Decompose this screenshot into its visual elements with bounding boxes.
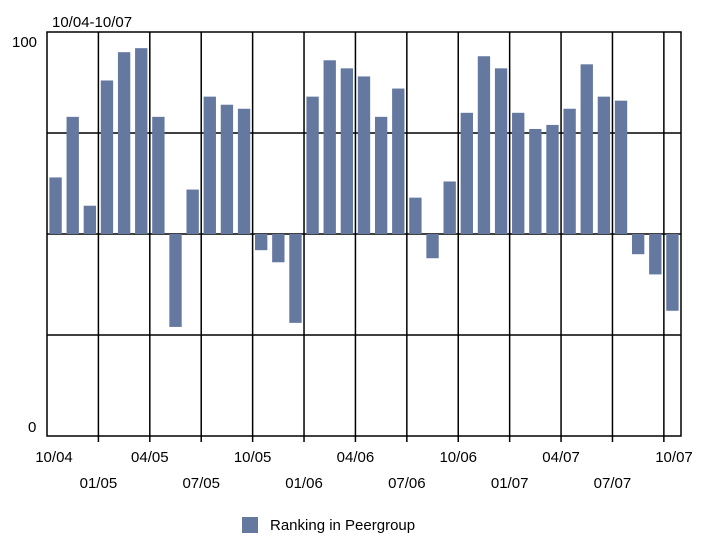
bar-28 xyxy=(529,128,542,234)
bar-34 xyxy=(631,234,645,255)
bar-1 xyxy=(66,116,79,234)
x-tick-label-top-6: 10/07 xyxy=(655,449,693,466)
bar-12 xyxy=(255,234,268,251)
bar-18 xyxy=(357,76,371,234)
bar-20 xyxy=(392,88,405,234)
x-tick-label-bottom-0: 01/05 xyxy=(80,475,118,492)
x-tick-label-bottom-2: 01/06 xyxy=(285,475,323,492)
bar-35 xyxy=(649,234,662,275)
bar-2 xyxy=(83,205,97,234)
bar-11 xyxy=(237,108,251,234)
bars xyxy=(49,48,679,327)
chart-title: 10/04-10/07 xyxy=(52,14,132,31)
x-tick-label-bottom-5: 07/07 xyxy=(594,475,632,492)
bar-21 xyxy=(409,197,422,234)
bar-25 xyxy=(477,56,491,234)
bar-17 xyxy=(340,68,354,234)
bar-36 xyxy=(666,234,679,311)
bar-24 xyxy=(460,112,473,234)
x-tick-labels: 10/04 04/05 10/05 04/06 10/06 04/07 10/07 01/05… xyxy=(35,449,693,492)
plot-area-frame xyxy=(46,31,682,437)
legend: Ranking in Peergroup xyxy=(242,515,415,535)
y-tick-label-min: 0 xyxy=(28,419,36,436)
x-tick-label-top-2: 10/05 xyxy=(234,449,272,466)
bar-0 xyxy=(49,177,62,234)
bar-10 xyxy=(220,104,234,234)
legend-label: Ranking in Peergroup xyxy=(270,516,416,534)
bar-22 xyxy=(426,234,439,259)
bar-16 xyxy=(323,60,336,234)
y-tick-label-max: 100 xyxy=(12,34,37,51)
x-tick-label-bottom-1: 07/05 xyxy=(182,475,220,492)
bar-4 xyxy=(117,52,131,235)
bar-29 xyxy=(546,124,559,234)
bar-13 xyxy=(272,234,285,263)
bar-15 xyxy=(306,96,319,234)
bar-33 xyxy=(614,100,628,235)
bar-8 xyxy=(186,189,199,234)
bar-26 xyxy=(494,68,508,234)
x-tick-label-top-1: 04/05 xyxy=(131,449,169,466)
bar-5 xyxy=(135,48,148,234)
bar-32 xyxy=(597,96,611,234)
bar-7 xyxy=(169,234,182,327)
bar-14 xyxy=(289,234,302,323)
x-tick-label-bottom-4: 01/07 xyxy=(491,475,529,492)
bar-30 xyxy=(563,108,576,234)
bar-3 xyxy=(100,80,114,234)
bar-9 xyxy=(203,96,216,234)
x-tick-label-top-3: 04/06 xyxy=(337,449,375,466)
bar-27 xyxy=(512,112,525,234)
x-tick-label-top-5: 04/07 xyxy=(542,449,580,466)
y-tick-labels: 100 0 xyxy=(12,34,37,436)
bar-23 xyxy=(443,181,456,234)
x-tick-label-top-0: 10/04 xyxy=(35,449,73,466)
bar-19 xyxy=(374,116,388,234)
bar-6 xyxy=(152,116,165,234)
x-tick-label-top-4: 10/06 xyxy=(439,449,477,466)
legend-swatch xyxy=(242,517,258,533)
x-tick-label-bottom-3: 07/06 xyxy=(388,475,426,492)
bar-31 xyxy=(580,64,593,234)
